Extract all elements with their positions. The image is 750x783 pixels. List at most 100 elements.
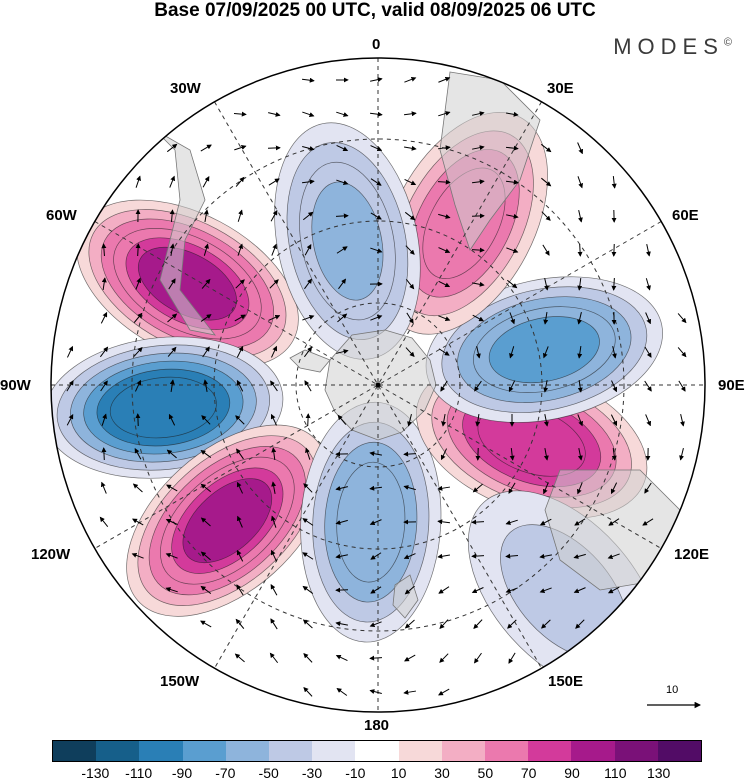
wind-arrow <box>472 483 483 493</box>
wind-arrow <box>541 177 552 187</box>
wind-arrow <box>404 178 417 186</box>
wind-arrow <box>133 346 143 357</box>
wind-arrow <box>611 447 617 461</box>
wind-arrow <box>539 518 552 526</box>
wind-arrow <box>101 243 107 257</box>
wind-arrow <box>270 618 278 630</box>
wind-arrow <box>509 447 515 461</box>
wind-arrow <box>335 621 348 627</box>
wind-arrow <box>303 346 313 358</box>
wind-arrow <box>542 244 550 256</box>
wind-arrow <box>438 280 451 288</box>
wind-arrow <box>611 346 617 359</box>
wind-arrow <box>337 313 348 323</box>
wind-arrow <box>303 653 313 663</box>
legend-swatch-0 <box>53 741 97 761</box>
wind-arrow <box>271 243 277 256</box>
wind-arrow <box>405 245 415 255</box>
wind-arrow <box>370 586 382 594</box>
legend-swatch-1 <box>96 741 140 761</box>
wind-arrow <box>577 312 582 325</box>
wind-arrow <box>437 519 451 525</box>
wind-arrow <box>577 379 583 393</box>
wind-arrow <box>404 145 417 151</box>
wind-arrow <box>169 175 176 188</box>
wind-arrow <box>472 145 485 151</box>
wind-arrow <box>200 449 212 458</box>
wind-arrow <box>168 413 176 426</box>
wind-arrow <box>200 144 212 152</box>
wind-arrow <box>302 146 315 151</box>
wind-arrow <box>406 312 414 324</box>
wind-arrow <box>237 243 243 256</box>
wind-arrow <box>645 312 652 325</box>
wind-arrow <box>235 415 245 425</box>
wind-arrow <box>165 553 178 559</box>
wind-arrow <box>677 313 687 324</box>
wind-arrow <box>101 277 107 291</box>
wind-arrow <box>303 686 313 697</box>
wind-arrow <box>509 346 515 359</box>
wind-arrow <box>610 414 618 427</box>
legend-swatch-5 <box>269 741 313 761</box>
anomaly-field <box>51 112 663 693</box>
wind-arrow <box>66 380 74 392</box>
wind-arrow <box>370 552 382 560</box>
legend-swatch-14 <box>657 741 702 761</box>
wind-arrow <box>202 176 210 188</box>
wind-arrow <box>607 586 620 594</box>
wind-arrow <box>304 278 313 290</box>
wind-arrow <box>679 414 685 427</box>
wind-arrow <box>575 619 585 629</box>
wind-arrow <box>335 587 349 593</box>
wind-arrow <box>236 549 244 562</box>
wind-arrow <box>169 379 175 393</box>
legend-label-3: -70 <box>215 765 236 781</box>
wind-arrow <box>610 482 618 495</box>
wind-arrow <box>132 483 143 493</box>
wind-arrow <box>271 481 277 494</box>
wind-arrow <box>335 519 348 525</box>
wind-arrow <box>577 176 583 189</box>
brand-text: MODES <box>613 34 724 59</box>
wind-arrow <box>200 483 212 493</box>
wind-arrow <box>271 447 277 461</box>
wind-arrow <box>270 549 277 562</box>
wind-arrow <box>335 485 348 491</box>
wind-arrow <box>165 518 178 525</box>
wind-arrow <box>475 346 481 359</box>
wind-arrow <box>166 484 178 492</box>
wind-arrow <box>437 179 451 185</box>
wind-arrow <box>403 485 416 491</box>
wind-arrow <box>234 145 247 151</box>
wind-arrow <box>270 584 278 596</box>
wind-arrow <box>472 111 485 117</box>
wind-arrow <box>576 482 583 495</box>
wind-arrow <box>543 346 549 359</box>
wind-arrow <box>169 243 175 256</box>
wind-arrow <box>236 481 244 494</box>
legend-label-1: -110 <box>125 765 153 781</box>
legend-swatch-2 <box>139 741 183 761</box>
wind-arrow <box>268 178 280 186</box>
wind-arrow <box>201 278 211 289</box>
legend-label-13: 130 <box>646 765 671 781</box>
wind-arrow <box>403 111 417 117</box>
lon-label-30w: 30W <box>170 80 201 97</box>
wind-arrow <box>577 448 583 461</box>
wind-arrow <box>541 619 551 629</box>
legend-swatch-4 <box>225 741 270 761</box>
wind-arrow <box>369 621 382 627</box>
copyright-mark: © <box>723 36 732 49</box>
wind-arrow <box>438 213 451 219</box>
wind-arrow <box>268 111 281 117</box>
legend-label-4: -50 <box>258 765 279 781</box>
wind-arrow <box>237 209 243 222</box>
legend-label-5: -30 <box>301 765 323 781</box>
wind-arrow <box>336 179 349 185</box>
wind-arrow <box>233 111 247 117</box>
wind-arrow <box>270 380 278 392</box>
wind-arrow <box>100 311 108 324</box>
wind-arrow <box>271 515 277 528</box>
wind-arrow <box>506 279 518 289</box>
